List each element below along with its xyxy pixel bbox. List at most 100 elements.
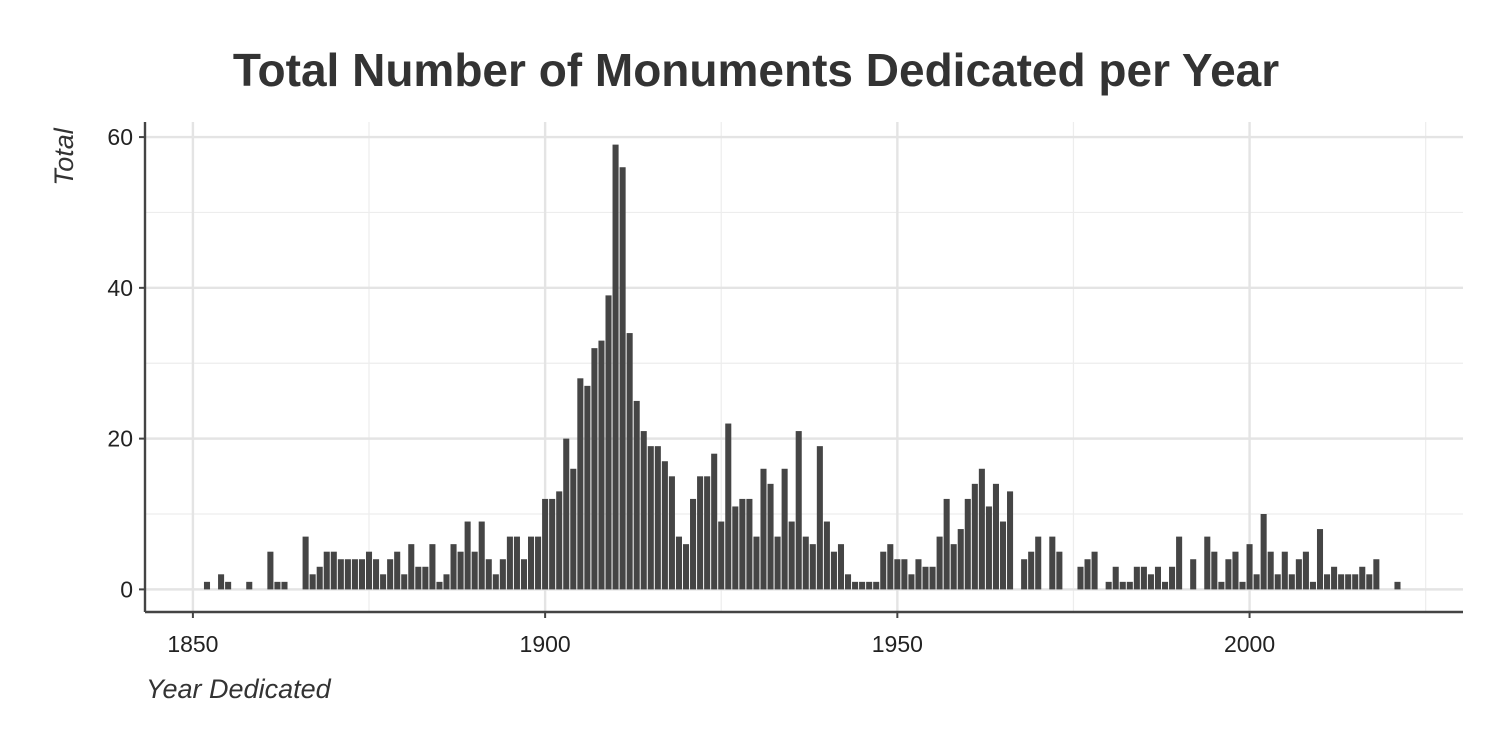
bar: [971, 483, 978, 590]
bar: [408, 544, 415, 590]
bar: [711, 453, 718, 590]
bar: [1176, 536, 1183, 590]
bar: [1077, 566, 1084, 590]
bar: [535, 536, 542, 590]
bar: [443, 574, 450, 590]
bar: [401, 574, 408, 590]
bar: [570, 468, 577, 590]
bar: [964, 498, 971, 590]
bar: [373, 559, 380, 590]
bar: [1324, 574, 1331, 590]
bar: [1267, 551, 1274, 590]
bar: [901, 559, 908, 590]
bar: [380, 574, 387, 590]
bar: [1119, 581, 1126, 590]
bar: [654, 446, 661, 590]
bar: [1211, 551, 1218, 590]
bar: [675, 536, 682, 590]
bar: [1056, 551, 1063, 590]
bar: [542, 498, 549, 590]
bar: [471, 551, 478, 590]
bar: [605, 295, 612, 590]
bar: [837, 544, 845, 590]
bar: [1154, 566, 1162, 590]
bar: [344, 559, 351, 590]
bar: [718, 521, 725, 590]
bar: [999, 521, 1007, 590]
bar: [760, 468, 767, 590]
bar: [556, 491, 563, 590]
bar: [1373, 559, 1380, 590]
bar: [246, 581, 253, 590]
bar: [457, 551, 464, 590]
bar: [626, 333, 633, 590]
bar: [1239, 581, 1246, 590]
bar: [1394, 581, 1401, 590]
y-axis-title: Total: [49, 127, 79, 186]
bar: [802, 536, 809, 590]
bar: [781, 468, 788, 590]
bar: [690, 498, 697, 590]
bar: [267, 551, 274, 590]
bar: [394, 551, 401, 590]
bar: [577, 378, 584, 590]
bar: [1126, 581, 1133, 590]
x-tick-label: 1950: [872, 631, 923, 657]
bar: [830, 551, 837, 590]
bar: [358, 559, 365, 590]
bar: [880, 551, 887, 590]
bar: [978, 468, 985, 590]
bar: [1035, 536, 1042, 590]
bar: [788, 521, 795, 590]
bar: [859, 581, 866, 590]
bar: [1302, 551, 1309, 590]
x-tick-label: 1900: [520, 631, 571, 657]
bar: [1352, 574, 1359, 590]
bar: [450, 544, 457, 590]
bar: [584, 385, 591, 590]
bar: [697, 476, 704, 590]
bar: [739, 498, 746, 590]
bar: [274, 581, 281, 590]
bar: [365, 551, 373, 590]
bar: [1260, 514, 1267, 590]
bar: [1359, 566, 1366, 590]
bar: [436, 581, 443, 590]
bar: [682, 544, 690, 590]
bar: [887, 544, 894, 590]
bar: [1112, 566, 1119, 590]
bar: [1204, 536, 1211, 590]
bar: [387, 559, 394, 590]
bar: [943, 498, 950, 590]
bar: [633, 400, 640, 590]
bar: [852, 581, 859, 590]
y-tick-label: 60: [107, 124, 133, 150]
bar: [823, 521, 830, 590]
bar: [1309, 581, 1316, 590]
bar: [337, 559, 344, 590]
bar: [591, 348, 598, 590]
bar: [563, 438, 570, 590]
bar: [704, 476, 711, 590]
bar: [1338, 574, 1345, 590]
bar: [1281, 551, 1288, 590]
bar: [218, 574, 225, 590]
bar: [1007, 491, 1014, 590]
bar: [1049, 536, 1056, 590]
bar: [936, 536, 943, 590]
bar: [302, 536, 309, 590]
bar: [619, 167, 626, 590]
bar: [844, 574, 852, 590]
bar: [1161, 581, 1169, 590]
bar: [1274, 574, 1281, 590]
bar: [866, 581, 873, 590]
bar: [922, 566, 929, 590]
bar: [1169, 566, 1176, 590]
bar: [668, 476, 675, 590]
bar: [1140, 566, 1147, 590]
bar: [549, 498, 556, 590]
bar: [795, 431, 802, 590]
bar: [1345, 574, 1352, 590]
bar: [1218, 581, 1225, 590]
